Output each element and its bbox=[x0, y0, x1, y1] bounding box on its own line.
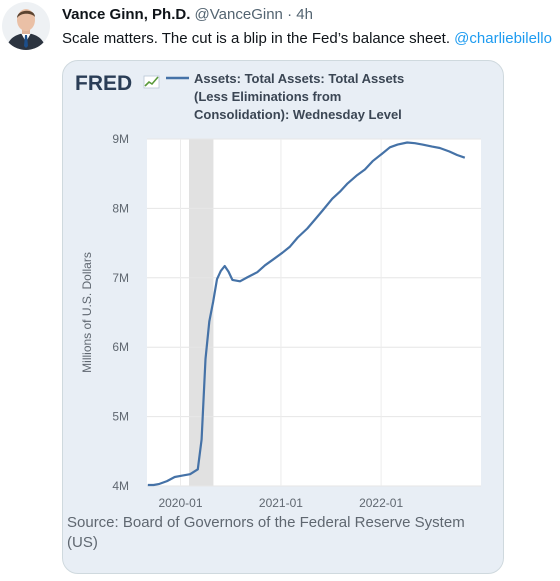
y-tick-label-0: 4M bbox=[112, 479, 129, 493]
tweet-body: Scale matters. The cut is a blip in the … bbox=[62, 30, 455, 47]
fred-chart: FRED Assets: Total Assets: Total Assets … bbox=[75, 71, 481, 510]
y-tick-label-4: 8M bbox=[112, 201, 129, 215]
author-name[interactable]: Vance Ginn, Ph.D. bbox=[62, 6, 191, 23]
x-tick-label-1: 2021-01 bbox=[259, 496, 303, 510]
tweet-timestamp[interactable]: 4h bbox=[296, 6, 313, 23]
tweet-text: Scale matters. The cut is a blip in the … bbox=[62, 30, 552, 47]
x-tick-label-2: 2022-01 bbox=[359, 496, 403, 510]
y-tick-label-3: 7M bbox=[112, 271, 129, 285]
series-line bbox=[147, 141, 466, 487]
tweet-header: Vance Ginn, Ph.D. @VanceGinn · 4h bbox=[62, 6, 313, 23]
y-tick-label-1: 5M bbox=[112, 410, 129, 424]
fred-logo-mark-icon bbox=[143, 75, 160, 89]
y-tick-label-5: 9M bbox=[112, 132, 129, 146]
legend-line-1: Assets: Total Assets: Total Assets bbox=[194, 71, 404, 86]
separator-dot: · bbox=[287, 6, 293, 23]
fred-logo: FRED bbox=[75, 72, 132, 95]
avatar-portrait bbox=[2, 2, 50, 50]
tweet-media-chart[interactable]: FRED Assets: Total Assets: Total Assets … bbox=[62, 60, 504, 574]
legend-line-2: (Less Eliminations from bbox=[194, 89, 341, 104]
y-axis-label: Millions of U.S. Dollars bbox=[80, 252, 94, 373]
avatar[interactable] bbox=[2, 2, 50, 50]
author-handle[interactable]: @VanceGinn bbox=[194, 6, 283, 23]
y-tick-label-2: 6M bbox=[112, 340, 129, 354]
legend-line-3: Consolidation): Wednesday Level bbox=[194, 107, 402, 122]
chart-source-note: Source: Board of Governors of the Federa… bbox=[67, 514, 465, 551]
x-tick-label-0: 2020-01 bbox=[158, 496, 202, 510]
mention-link[interactable]: @charliebilello bbox=[454, 30, 552, 47]
